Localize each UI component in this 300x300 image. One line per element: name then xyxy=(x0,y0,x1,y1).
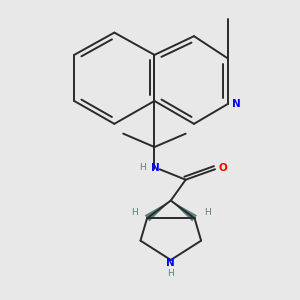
Text: N: N xyxy=(152,163,160,173)
Text: H: H xyxy=(131,208,137,217)
Text: O: O xyxy=(218,163,227,173)
Text: H: H xyxy=(140,163,146,172)
Text: N: N xyxy=(232,99,241,109)
Text: N: N xyxy=(167,259,175,269)
Text: H: H xyxy=(204,208,211,217)
Text: H: H xyxy=(167,269,174,278)
Polygon shape xyxy=(171,200,197,221)
Polygon shape xyxy=(145,200,171,221)
